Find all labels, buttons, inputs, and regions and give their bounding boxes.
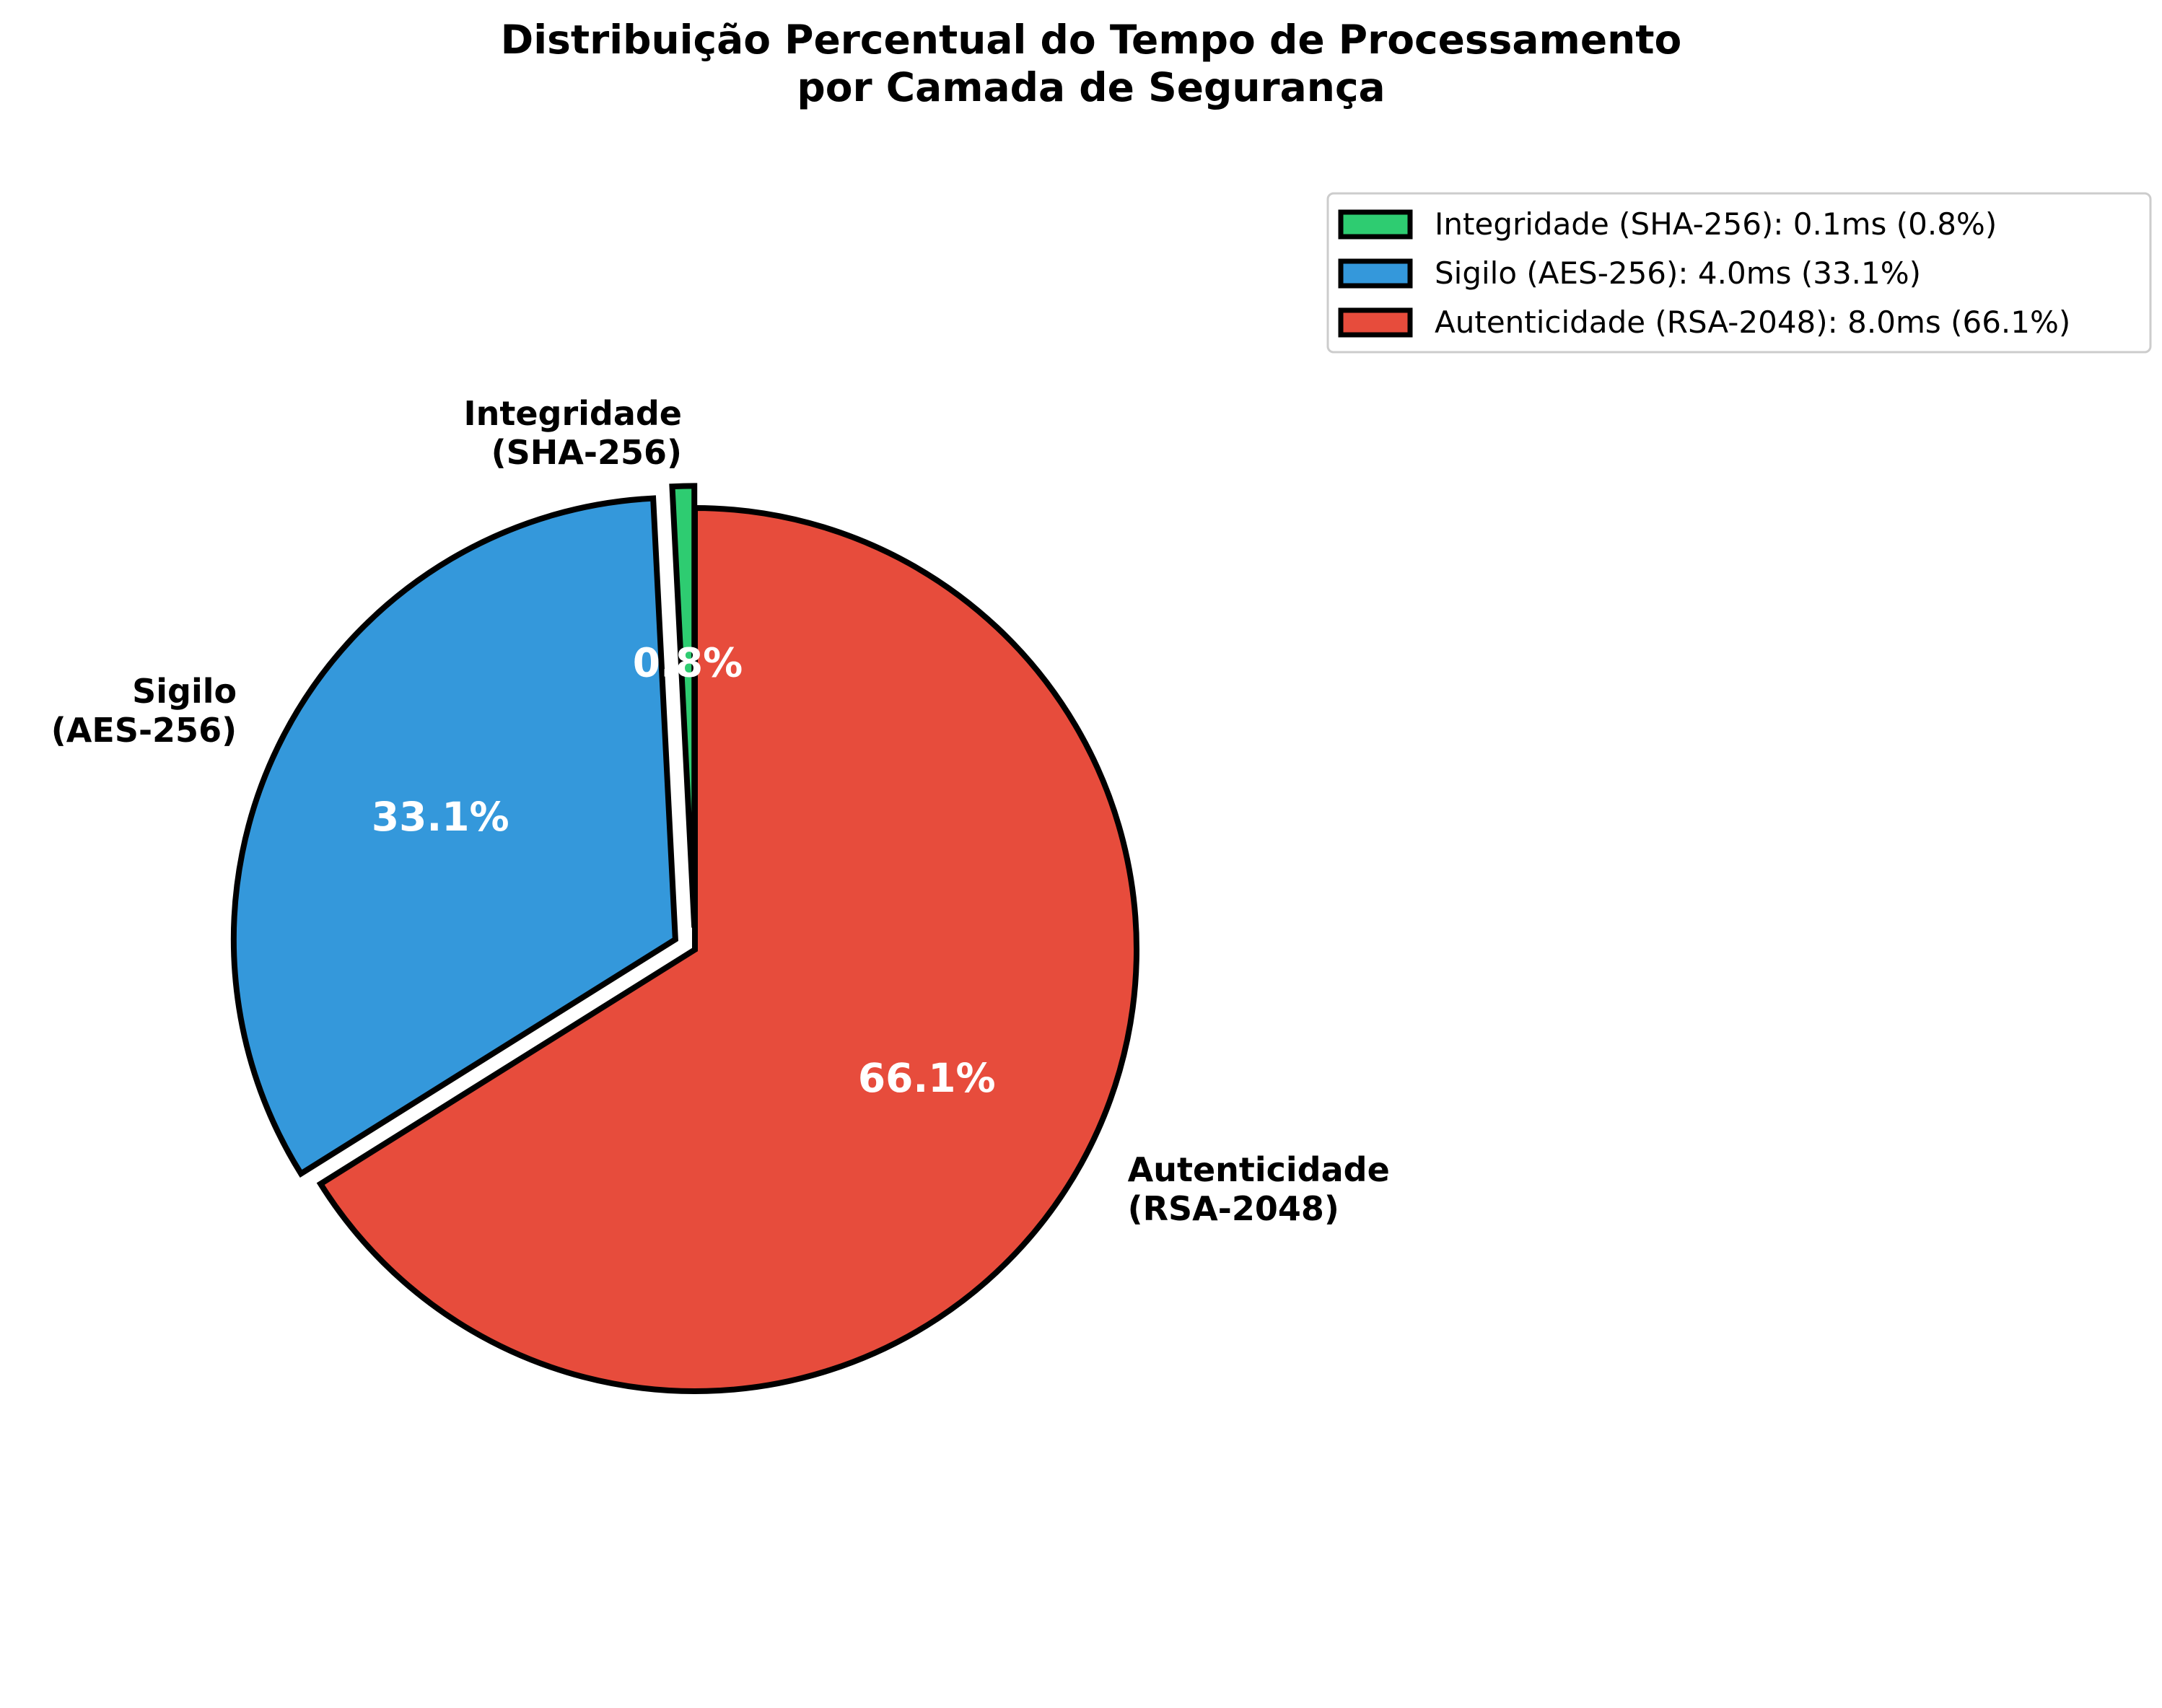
legend-frame	[1326, 192, 2152, 354]
pie-slice-sigilo	[230, 495, 678, 1178]
legend-label-sigilo: Sigilo (AES-256): 4.0ms (33.1%)	[1435, 255, 1921, 291]
pie-slice-integridade	[669, 483, 698, 928]
legend-label-autenticidade: Autenticidade (RSA-2048): 8.0ms (66.1%)	[1435, 305, 2070, 340]
legend-swatch-sigilo	[1338, 258, 1413, 289]
legend: Integridade (SHA-256): 0.1ms (0.8%) Sigil…	[1326, 192, 2152, 354]
pie-slice-autenticidade	[316, 504, 1139, 1394]
slice-label-integridade: Integridade (SHA-256)	[463, 394, 682, 472]
chart-title-line-1: Distribuição Percentual do Tempo de Proc…	[501, 17, 1682, 63]
legend-items: Integridade (SHA-256): 0.1ms (0.8%) Sigil…	[1338, 206, 2070, 340]
chart-title-line-2: por Camada de Segurança	[797, 64, 1385, 110]
slice-label-autenticidade: Autenticidade (RSA-2048)	[1128, 1150, 1390, 1228]
slice-labels: Integridade (SHA-256) Sigilo (AES-256) Auten…	[51, 394, 1390, 1228]
percent-label-sigilo: 33.1%	[372, 794, 509, 840]
percent-labels: 0.8% 33.1% 66.1%	[372, 639, 996, 1101]
percent-label-autenticidade: 66.1%	[858, 1055, 996, 1101]
percent-label-integridade: 0.8%	[633, 639, 743, 686]
legend-label-integridade: Integridade (SHA-256): 0.1ms (0.8%)	[1435, 206, 1997, 242]
slice-label-sigilo: Sigilo (AES-256)	[51, 672, 237, 750]
pie-slices	[230, 483, 1139, 1394]
legend-swatch-integridade	[1338, 209, 1413, 240]
legend-swatch-autenticidade	[1338, 307, 1413, 338]
